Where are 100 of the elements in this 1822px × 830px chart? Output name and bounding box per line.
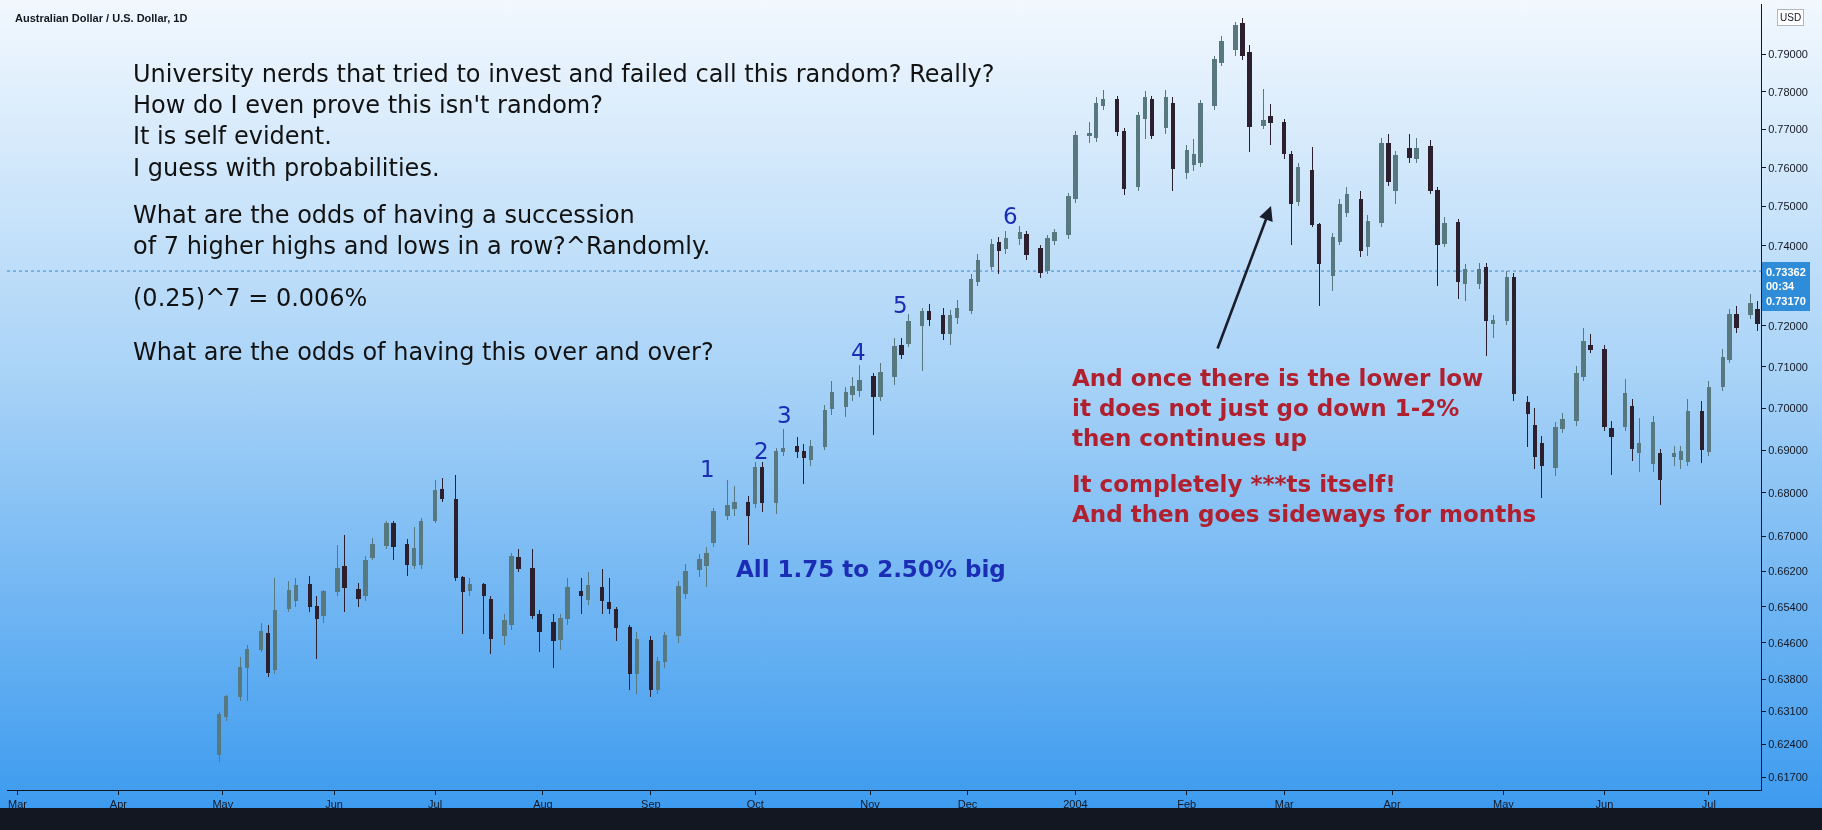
candlestick [801, 443, 807, 485]
annotation: It completely ***ts itself! And then goes sideways for months [1072, 471, 1537, 527]
candlestick [599, 568, 605, 615]
candlestick [1114, 95, 1120, 137]
x-tick-label: Oct [746, 798, 764, 811]
candlestick [405, 538, 410, 577]
annotation: University nerds that tried to invest and failed call this random? Really? How do I even prove this isn't random? It is self evident. I guess with probabilities. [133, 60, 995, 182]
candlestick [453, 474, 459, 582]
candlestick [1671, 445, 1677, 467]
candlestick [516, 548, 521, 573]
y-tick-label: 0.70000 [1768, 402, 1808, 415]
candlestick [224, 694, 229, 722]
y-tick-label: 0.66200 [1768, 565, 1808, 578]
candlestick [1483, 262, 1489, 357]
candlestick [1358, 190, 1363, 258]
y-tick-label: 0.74000 [1768, 239, 1808, 252]
candlestick [1316, 222, 1322, 307]
candlestick [1511, 272, 1517, 402]
y-tick-label: 0.67000 [1768, 530, 1808, 543]
candlestick [1539, 435, 1544, 499]
candlestick [370, 537, 375, 561]
y-tick-label: 0.69000 [1768, 444, 1808, 457]
annotation: 3 [777, 402, 792, 428]
x-tick-label: Sep [641, 798, 661, 811]
x-tick-label: Apr [109, 798, 128, 811]
candlestick [439, 477, 445, 503]
candlestick [460, 575, 466, 635]
annotation: All 1.75 to 2.50% big [736, 556, 1006, 582]
candlestick [1309, 146, 1315, 228]
candlestick [648, 635, 654, 698]
candlestick [1699, 400, 1705, 464]
candlestick [759, 461, 765, 513]
candlestick [746, 495, 751, 546]
candlestick [488, 595, 493, 655]
candlestick [1755, 300, 1760, 332]
candlestick [1657, 448, 1663, 506]
candlestick [1240, 17, 1245, 61]
y-tick-label: 0.63800 [1768, 673, 1808, 686]
annotation: 1 [700, 456, 715, 482]
y-tick-label: 0.63100 [1768, 705, 1808, 718]
y-tick-label: 0.75000 [1768, 200, 1808, 213]
candlestick [314, 595, 319, 660]
y-tick-label: 0.64600 [1768, 636, 1808, 649]
annotation: 5 [893, 292, 908, 318]
candlestick [1170, 96, 1176, 192]
y-tick-label: 0.78000 [1768, 85, 1808, 98]
x-tick-label: May [1493, 798, 1515, 811]
candlestick [1435, 186, 1440, 287]
y-tick-label: 0.76000 [1768, 161, 1808, 174]
candlestick [1532, 407, 1537, 470]
candlestick [217, 711, 222, 763]
y-tick-label: 0.72000 [1768, 319, 1808, 332]
candlestick [551, 613, 556, 669]
x-tick-label: May [212, 798, 234, 811]
annotation: (0.25)^7 = 0.006% [133, 284, 368, 312]
candlestick [258, 622, 264, 653]
candlestick [1288, 150, 1294, 246]
candlestick [1588, 333, 1593, 354]
y-tick-label: 0.77000 [1768, 123, 1808, 136]
candlestick [996, 236, 1002, 275]
candlestick [342, 534, 347, 613]
candlestick [356, 582, 361, 608]
candlestick [1630, 398, 1635, 462]
x-tick-label: 2004 [1063, 798, 1088, 811]
ref-line-label: 0.73362 00:34 0.73170 [1766, 266, 1806, 307]
y-tick-label: 0.65400 [1768, 600, 1808, 613]
x-tick-label: Mar [1274, 798, 1295, 811]
candlestick [940, 307, 946, 341]
candlestick [1428, 139, 1433, 195]
candlestick [899, 337, 904, 360]
candlestick [579, 577, 584, 615]
x-tick-label: Jul [1701, 798, 1716, 811]
candlestick [537, 609, 542, 653]
x-tick-label: Jun [1595, 798, 1614, 811]
annotation: What are the odds of having a succession of 7 higher highs and lows in a row?^Randomly. [133, 201, 711, 261]
candlestick [1038, 244, 1043, 279]
candlestick [1525, 395, 1531, 448]
x-tick-label: Feb [1177, 798, 1197, 811]
x-tick-label: Jul [428, 798, 443, 811]
candlestick [265, 624, 271, 678]
candlestick [627, 624, 633, 691]
annotation: 2 [754, 438, 769, 464]
annotation: 4 [851, 339, 866, 365]
candlestick [927, 303, 932, 327]
candlestick [606, 577, 612, 615]
candlestick [307, 575, 312, 613]
x-tick-label: Nov [860, 798, 881, 811]
candlestick [613, 606, 619, 642]
candlestick [1268, 103, 1273, 146]
text: Australian Dollar / U.S. Dollar, 1D [15, 11, 188, 24]
candlestick [530, 548, 535, 620]
candlestick [871, 372, 876, 436]
candlestick [481, 582, 486, 635]
candlestick [1386, 133, 1391, 187]
x-tick-label: Jun [325, 798, 344, 811]
y-tick-label: 0.62400 [1768, 738, 1808, 751]
candlestick [1121, 127, 1127, 196]
candlestick [1734, 305, 1739, 334]
annotation: What are the odds of having this over and over? [133, 338, 714, 366]
candlestick [1024, 230, 1029, 261]
